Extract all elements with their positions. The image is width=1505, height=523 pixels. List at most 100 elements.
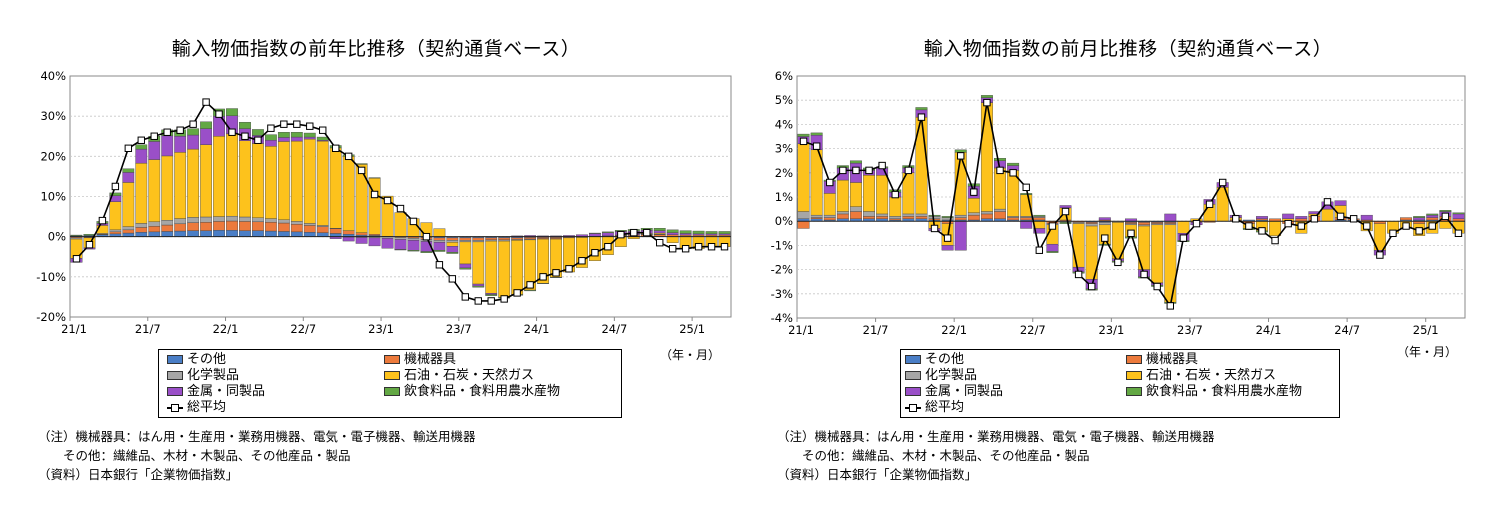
- y-tick-label: -20%: [36, 310, 66, 324]
- legend-label-foods: 飲食料品・食料用農水産物: [1146, 384, 1303, 399]
- overall-marker: [591, 249, 599, 257]
- bar-segment: [485, 294, 498, 296]
- bar-segment: [459, 263, 472, 269]
- bar-segment: [290, 132, 303, 138]
- bar-segment: [303, 136, 316, 140]
- bar-segment: [122, 232, 135, 237]
- overall-marker: [370, 190, 379, 199]
- bar-segment: [277, 222, 290, 232]
- overall-marker: [1415, 227, 1423, 235]
- bar-segment: [941, 216, 954, 218]
- bar-segment: [174, 136, 187, 153]
- bar-segment: [967, 214, 980, 221]
- bar-segment: [342, 236, 355, 242]
- bar-segment: [876, 216, 889, 219]
- bar-segment: [1033, 214, 1046, 217]
- mom-chart-title: 輸入物価指数の前月比推移（契約通貨ベース）: [923, 38, 1333, 60]
- bar-segment: [1452, 213, 1465, 219]
- overall-marker: [319, 126, 327, 134]
- bar-segment: [1059, 222, 1072, 224]
- bar-segment: [355, 163, 368, 165]
- x-tick-label: 22/1: [213, 322, 239, 336]
- bar-segment: [213, 136, 225, 217]
- overall-marker: [124, 144, 133, 153]
- overall-marker: [1048, 222, 1057, 230]
- bar-segment: [967, 183, 980, 187]
- bar-segment: [316, 140, 329, 226]
- yoy-chart-panel: 輸入物価指数の前年比推移（契約通貨ベース） 40% 30% 20% 10% 0% -10%…: [0, 0, 752, 523]
- bar-segment: [277, 137, 290, 142]
- legend-swatch-other: [905, 355, 921, 364]
- bar-segment: [472, 285, 485, 288]
- bar-segment: [226, 133, 238, 217]
- bar-segment: [954, 220, 967, 251]
- legend-swatch-other: [167, 355, 183, 364]
- bar-segment: [823, 217, 836, 221]
- mom-notes: （注）機械器具：はん用・生産用・業務用機器、電気・電子機器、輸送用機器 その他：…: [777, 427, 1215, 484]
- bar-segment: [849, 182, 862, 207]
- overall-marker: [930, 224, 939, 233]
- bar-segment: [836, 179, 849, 212]
- bar-segment: [122, 229, 135, 234]
- legend-label-foods: 飲食料品・食料用農水産物: [404, 384, 561, 399]
- bar-segment: [407, 250, 420, 252]
- overall-marker: [357, 166, 366, 175]
- bar-segment: [863, 216, 876, 219]
- overall-marker: [500, 295, 508, 303]
- x-tick-label: 22/1: [941, 323, 967, 337]
- bar-segment: [876, 175, 889, 215]
- legend-label-metals: 金属・同製品: [925, 384, 1004, 399]
- overall-marker: [1127, 229, 1135, 238]
- overall-marker: [878, 161, 886, 170]
- bar-segment: [1164, 224, 1177, 303]
- bar-segment: [239, 221, 251, 231]
- overall-marker: [98, 216, 107, 225]
- bar-segment: [915, 216, 928, 219]
- bar-segment: [902, 213, 915, 217]
- bar-segment: [472, 283, 485, 287]
- bar-segment: [161, 135, 174, 157]
- bar-segment: [823, 214, 836, 218]
- legend-swatch-petroleum: [384, 371, 400, 380]
- bar-segment: [70, 234, 83, 237]
- bar-segment: [1098, 222, 1111, 226]
- overall-marker: [72, 255, 81, 263]
- bar-segment: [394, 249, 407, 251]
- bar-segment: [994, 208, 1006, 212]
- bar-segment: [187, 230, 200, 237]
- overall-marker: [1402, 222, 1410, 230]
- bar-segment: [394, 237, 407, 240]
- overall-marker: [539, 273, 547, 281]
- note-line: その他：繊維品、木材・木製品、その他産品・製品: [777, 448, 1090, 463]
- overall-marker: [202, 98, 210, 106]
- overall-marker: [1140, 270, 1148, 279]
- overall-marker: [839, 166, 847, 175]
- overall-marker: [617, 230, 625, 239]
- bar-segment: [135, 162, 148, 224]
- bar-segment: [303, 132, 316, 138]
- overall-marker: [1297, 222, 1305, 230]
- x-tick-label: 24/7: [601, 322, 627, 336]
- bar-segment: [994, 158, 1006, 161]
- bar-segment: [433, 242, 446, 251]
- bar-segment: [213, 221, 225, 231]
- y-tick-label: 4%: [775, 117, 793, 131]
- bar-segment: [303, 223, 316, 226]
- bar-segment: [446, 237, 459, 241]
- overall-marker: [1009, 169, 1017, 177]
- bar-segment: [83, 234, 96, 236]
- bar-segment: [601, 231, 614, 233]
- overall-marker: [1088, 282, 1096, 291]
- bar-segment: [849, 160, 862, 164]
- mom-x-unit-label: （年・月）: [1397, 345, 1458, 359]
- bar-segment: [407, 240, 420, 251]
- bar-segment: [252, 221, 264, 231]
- bar-segment: [1020, 220, 1033, 229]
- bar-segment: [226, 215, 238, 222]
- legend-label-petroleum: 石油・石炭・天然ガス: [404, 368, 535, 383]
- bar-segment: [511, 237, 524, 240]
- bar-segment: [264, 146, 277, 219]
- bar-segment: [1033, 228, 1046, 234]
- overall-marker: [565, 265, 573, 273]
- overall-marker: [150, 132, 158, 140]
